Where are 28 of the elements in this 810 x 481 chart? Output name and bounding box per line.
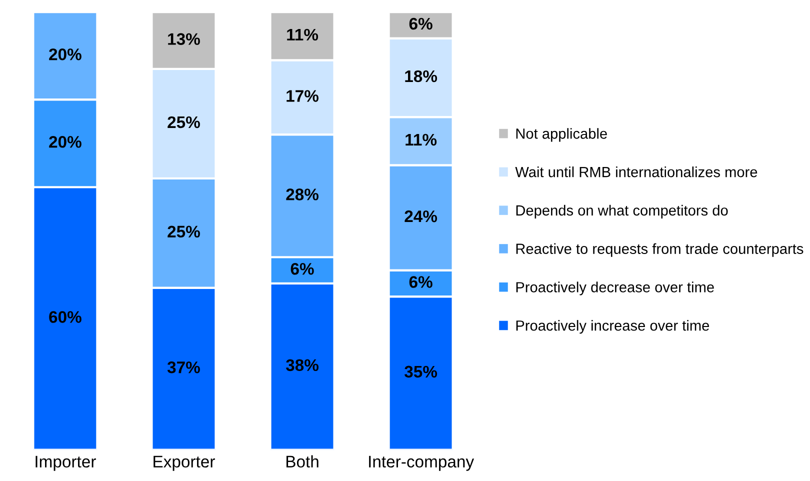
- data-label: 20%: [49, 136, 82, 148]
- x-tick-label: Exporter: [154, 456, 215, 471]
- x-tick-label: Both: [286, 455, 318, 468]
- data-label: 11%: [287, 28, 318, 41]
- legend-label: Proactively increase over time: [516, 320, 710, 334]
- x-tick-label: Inter-company: [369, 456, 474, 471]
- data-label: 6%: [290, 262, 314, 275]
- legend-label: Depends on what competitors do: [516, 204, 728, 218]
- data-label: 18%: [405, 70, 438, 82]
- data-label: 38%: [286, 359, 319, 372]
- data-label: 60%: [49, 311, 82, 323]
- data-label: 6%: [409, 276, 432, 288]
- data-label: 25%: [168, 116, 200, 128]
- data-label: 28%: [286, 188, 319, 200]
- legend-label: Proactively decrease over time: [516, 282, 714, 296]
- data-label: 20%: [49, 48, 82, 60]
- data-label: 13%: [168, 33, 200, 45]
- data-label: 17%: [286, 90, 319, 102]
- legend-label: Not applicable: [516, 128, 607, 142]
- x-tick-label: Importer: [36, 456, 96, 471]
- data-label: 25%: [168, 226, 200, 238]
- data-label: 24%: [404, 210, 438, 222]
- data-label: 37%: [167, 361, 200, 374]
- legend-label: Wait until RMB internationalizes more: [515, 166, 758, 178]
- data-label: 6%: [409, 18, 432, 30]
- data-label: 35%: [404, 366, 438, 378]
- data-label: 11%: [406, 134, 437, 146]
- legend-label: Reactive to requests from trade counterparts: [516, 243, 804, 257]
